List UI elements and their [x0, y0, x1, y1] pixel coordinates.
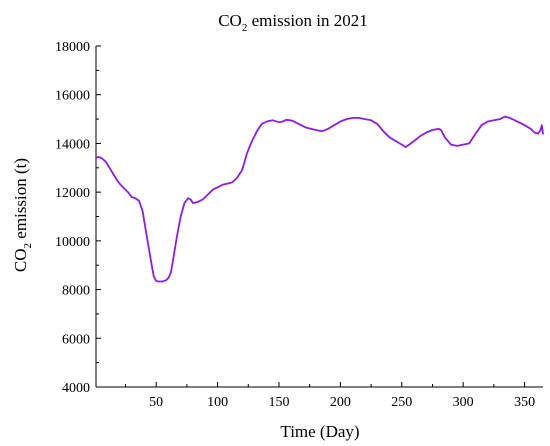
y-tick-label: 4000: [62, 381, 90, 396]
x-tick-label: 100: [207, 395, 228, 410]
x-tick-label: 250: [391, 395, 412, 410]
y-tick-label: 18000: [55, 40, 90, 55]
y-tick-label: 8000: [62, 284, 90, 299]
x-ticks: 50 100 150 200 250 300 350: [124, 382, 535, 410]
y-axis-title: CO2 emission (t): [11, 158, 34, 272]
x-tick-label: 150: [268, 395, 289, 410]
series-line-0: [95, 115, 544, 283]
y-tick-label: 10000: [55, 235, 90, 250]
y-tick-label: 16000: [55, 89, 90, 104]
chart-title: CO2 emission in 2021: [218, 11, 368, 34]
series-layer: [95, 115, 544, 283]
x-tick-label: 200: [330, 395, 351, 410]
y-tick-label: 12000: [55, 186, 90, 201]
x-tick-label: 350: [514, 395, 535, 410]
y-tick-label: 6000: [62, 332, 90, 347]
x-tick-label: 50: [149, 395, 163, 410]
y-ticks: 4000 6000 8000 10000 12000 14000 16000 18000: [55, 40, 101, 396]
x-axis-title: Time (Day): [280, 422, 359, 441]
y-tick-label: 14000: [55, 137, 90, 152]
x-tick-label: 300: [453, 395, 474, 410]
